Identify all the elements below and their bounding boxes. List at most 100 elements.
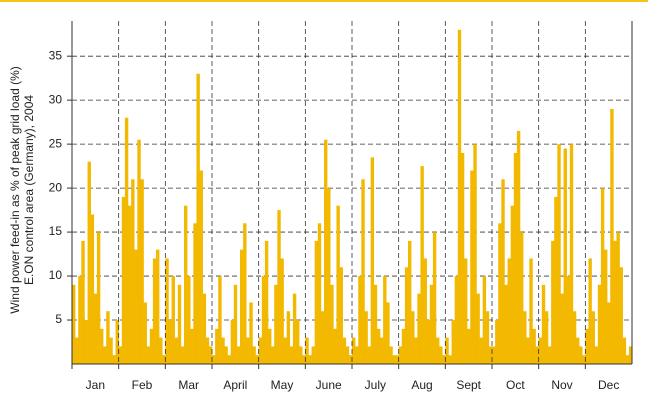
bar [373, 284, 378, 364]
bar [442, 355, 446, 364]
bar [184, 205, 188, 364]
top-rule [0, 0, 648, 2]
bar [243, 223, 247, 364]
bar [439, 346, 443, 364]
bar [156, 249, 160, 364]
bar [604, 249, 608, 364]
bar [367, 346, 371, 364]
bar [96, 232, 101, 364]
bar [258, 337, 263, 364]
bar [398, 346, 403, 364]
x-tick-label: Feb [132, 378, 153, 392]
bar [429, 284, 434, 364]
bar [569, 144, 574, 364]
bar [159, 337, 163, 364]
bar [476, 293, 480, 364]
bar [84, 320, 88, 364]
bar [448, 355, 452, 364]
bar [140, 179, 144, 364]
x-tick-label: June [316, 378, 342, 392]
bar [277, 210, 281, 364]
bar [292, 293, 297, 364]
bar [544, 311, 549, 364]
bar [246, 337, 250, 364]
bar [501, 179, 505, 364]
bar [308, 355, 312, 364]
bar [557, 144, 561, 364]
bar [252, 346, 256, 364]
bar [380, 337, 384, 364]
bar [464, 258, 468, 364]
bar [193, 223, 197, 364]
bar [616, 232, 620, 364]
bar [236, 346, 241, 364]
bar [233, 284, 238, 364]
bar [516, 130, 521, 364]
bar [289, 346, 294, 364]
bar [594, 346, 599, 364]
y-tick-label: 10 [49, 268, 63, 282]
bar [78, 276, 82, 364]
bar [566, 276, 571, 364]
bar [112, 355, 116, 364]
bar [386, 302, 390, 364]
bar [296, 320, 300, 364]
bar [408, 240, 412, 364]
bar [513, 152, 518, 364]
bar [87, 161, 91, 364]
bar [572, 311, 577, 364]
bar [585, 328, 589, 364]
bar [190, 328, 194, 364]
bar [579, 346, 583, 364]
bar [199, 170, 203, 364]
bar [563, 148, 567, 364]
y-tick-label: 30 [49, 92, 63, 106]
bar [470, 170, 474, 364]
bar [610, 108, 614, 364]
bar [485, 311, 490, 364]
bar [404, 267, 409, 364]
bar [215, 328, 219, 364]
bar [479, 337, 483, 364]
bar [582, 355, 586, 364]
y-tick-label: 15 [49, 224, 63, 238]
bar [90, 214, 95, 364]
bar [224, 346, 228, 364]
bar [411, 311, 415, 364]
bar [72, 284, 76, 364]
bar [607, 302, 611, 364]
bar [202, 293, 207, 364]
bar [255, 355, 259, 364]
bar [576, 337, 580, 364]
bar [324, 139, 328, 364]
bar [520, 232, 524, 364]
bar [149, 328, 154, 364]
bar [218, 276, 222, 364]
bar [134, 249, 138, 364]
bar [268, 328, 272, 364]
bar [529, 258, 533, 364]
bar [152, 258, 157, 364]
bar [420, 166, 424, 364]
bar [392, 355, 396, 364]
y-tick-label: 20 [49, 180, 63, 194]
bar [342, 337, 347, 364]
bar [389, 346, 393, 364]
bar [401, 328, 406, 364]
bar [376, 328, 381, 364]
bar [622, 337, 627, 364]
x-tick-label: May [271, 378, 294, 392]
bar [264, 240, 269, 364]
bar [240, 249, 244, 364]
y-tick-label: 35 [49, 48, 63, 62]
bar [355, 346, 359, 364]
bar [345, 346, 350, 364]
bar [383, 276, 387, 364]
bar [187, 276, 191, 364]
bar [249, 302, 253, 364]
bar [131, 179, 135, 364]
bar [286, 311, 291, 364]
bar [75, 337, 79, 364]
bar [523, 311, 527, 364]
